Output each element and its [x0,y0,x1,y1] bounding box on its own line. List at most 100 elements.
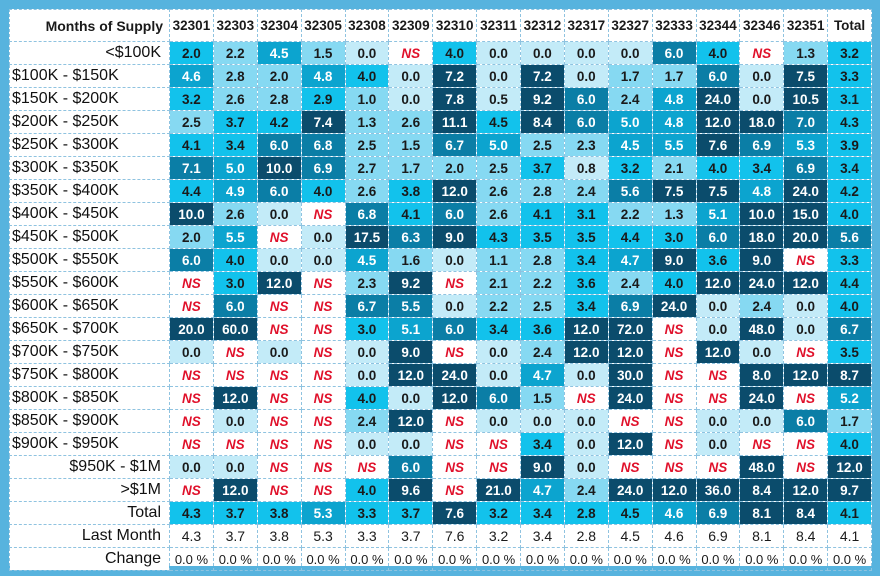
value-cell: 9.0 [388,340,434,364]
row-label: $450K - $500K [9,225,170,249]
value-cell: 0.0 % [212,547,258,571]
value-cell: 0.0 [344,340,390,364]
value-cell: 12.0 [695,110,741,134]
value-cell: 7.1 [169,156,214,180]
no-sales-cell: NS [476,432,521,456]
no-sales-cell: NS [300,294,346,318]
no-sales-cell: NS [432,409,478,433]
value-cell: 2.4 [739,294,785,318]
no-sales-cell: NS [169,478,214,502]
value-cell: 0.0 [783,294,829,318]
value-cell: 4.3 [827,110,872,134]
value-cell: 15.0 [783,202,829,226]
value-cell: 0.0 [739,340,785,364]
value-cell: 0.0 [388,432,434,456]
column-header-total: Total [827,9,872,42]
value-cell: 1.3 [651,202,697,226]
value-cell: 7.8 [432,87,478,111]
value-cell: 10.0 [739,202,785,226]
row-label: Total [9,501,170,525]
value-cell: 2.5 [520,133,565,157]
value-cell: 0.8 [563,156,609,180]
value-cell: 0.0 [476,363,521,387]
value-cell: 0.0 % [695,547,741,571]
value-cell: 3.1 [827,87,872,111]
value-cell: 4.5 [607,133,653,157]
row-label: $600K - $650K [9,294,170,318]
no-sales-cell: NS [651,340,697,364]
value-cell: 4.3 [169,501,214,525]
value-cell: 0.0 [520,41,565,65]
row-label: <$100K [9,41,170,65]
price-range-row: $100K - $150K 4.6 2.8 2.0 4.8 4.0 0.0 7.2 0.0 7.2… [9,64,872,88]
value-cell: 3.4 [520,432,565,456]
value-cell: 4.0 [695,41,741,65]
value-cell: 5.3 [300,501,346,525]
no-sales-cell: NS [651,317,697,341]
value-cell: 3.8 [256,501,302,525]
value-cell: 4.2 [827,179,872,203]
price-range-row: $500K - $550K 6.0 4.0 0.0 0.0 4.5 1.6 0.0 1.1 2.8… [9,248,872,272]
value-cell: 3.0 [212,271,258,295]
value-cell: 3.4 [563,248,609,272]
price-range-row: $550K - $600K NS 3.0 12.0 NS 2.3 9.2 NS 2.1 2.2 3.… [9,271,872,295]
value-cell: 1.7 [607,64,653,88]
value-cell: 9.2 [520,87,565,111]
value-cell: 4.0 [827,432,872,456]
no-sales-cell: NS [300,455,346,479]
value-cell: 8.4 [783,524,829,548]
no-sales-cell: NS [607,455,653,479]
total-row: Total 4.3 3.7 3.8 5.3 3.3 3.7 7.6 3.2 3.4 2.8 4.5 4.… [9,501,872,525]
value-cell: 24.0 [607,478,653,502]
row-label: $850K - $900K [9,409,170,433]
no-sales-cell: NS [300,271,346,295]
no-sales-cell: NS [651,455,697,479]
value-cell: 0.0 [563,409,609,433]
value-cell: 2.0 [256,64,302,88]
value-cell: 1.7 [827,409,872,433]
value-cell: 0.0 [432,294,478,318]
value-cell: 6.0 [388,455,434,479]
value-cell: 6.0 [256,133,302,157]
price-range-row: $300K - $350K 7.1 5.0 10.0 6.9 2.7 1.7 2.0 2.5 3.… [9,156,872,180]
value-cell: 9.0 [651,248,697,272]
value-cell: 1.7 [651,64,697,88]
value-cell: 7.6 [695,133,741,157]
row-label: $700K - $750K [9,340,170,364]
price-range-row: $950K - $1M 0.0 0.0 NS NS NS 6.0 NS NS 9.0 0.0 NS NS… [9,455,872,479]
row-label: >$1M [9,478,170,502]
value-cell: 10.0 [256,156,302,180]
value-cell: 6.9 [300,156,346,180]
value-cell: 2.4 [520,340,565,364]
value-cell: 0.0 [563,432,609,456]
value-cell: 8.4 [783,501,829,525]
value-cell: 4.9 [212,179,258,203]
price-range-row: $250K - $300K 4.1 3.4 6.0 6.8 2.5 1.5 6.7 5.0 2.5… [9,133,872,157]
value-cell: 8.4 [739,478,785,502]
value-cell: 4.0 [344,478,390,502]
value-cell: 2.8 [563,524,609,548]
no-sales-cell: NS [212,340,258,364]
value-cell: 2.5 [476,156,521,180]
value-cell: 12.0 [607,340,653,364]
value-cell: 6.0 [651,41,697,65]
value-cell: 3.8 [388,179,434,203]
value-cell: 12.0 [783,478,829,502]
value-cell: 5.3 [783,133,829,157]
value-cell: 4.1 [827,524,872,548]
row-label: $100K - $150K [9,64,170,88]
value-cell: 6.0 [476,386,521,410]
value-cell: 1.5 [388,133,434,157]
value-cell: 3.4 [827,156,872,180]
value-cell: 5.1 [388,317,434,341]
price-range-row: $350K - $400K 4.4 4.9 6.0 4.0 2.6 3.8 12.0 2.6 2.… [9,179,872,203]
value-cell: 18.0 [739,225,785,249]
value-cell: 4.7 [520,478,565,502]
value-cell: 3.6 [563,271,609,295]
value-cell: 0.0 [432,248,478,272]
value-cell: 12.0 [563,317,609,341]
value-cell: 2.5 [520,294,565,318]
value-cell: 0.0 [256,248,302,272]
value-cell: 12.0 [783,363,829,387]
value-cell: 12.0 [212,478,258,502]
